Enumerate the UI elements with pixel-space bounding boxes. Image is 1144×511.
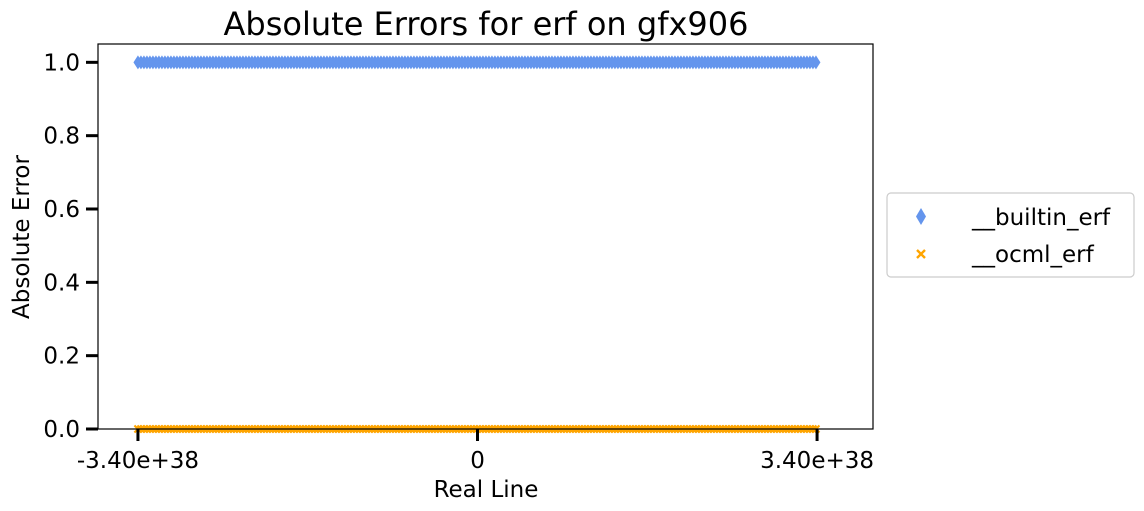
y-axis-label: Absolute Error bbox=[9, 155, 35, 319]
legend-marker-ocml-erf bbox=[916, 249, 926, 259]
y-tick-label: 1.0 bbox=[43, 50, 80, 76]
x-tick-label: -3.40e+38 bbox=[77, 448, 199, 474]
legend-entry-builtin-erf: __builtin_erf bbox=[916, 205, 1111, 231]
series-layer bbox=[133, 55, 821, 434]
data-point bbox=[811, 55, 821, 70]
plot-area-frame bbox=[97, 43, 874, 430]
x-tick-label: 3.40e+38 bbox=[760, 448, 874, 474]
y-tick-label: 0.4 bbox=[43, 270, 80, 296]
x-axis-label: Real Line bbox=[434, 477, 539, 503]
y-tick-label: 0.0 bbox=[43, 417, 80, 443]
legend-label-builtin-erf: __builtin_erf bbox=[971, 205, 1111, 231]
y-tick-label: 0.8 bbox=[43, 124, 80, 150]
y-tick-label: 0.2 bbox=[43, 344, 80, 370]
legend: __builtin_erf __ocml_erf bbox=[886, 192, 1135, 278]
legend-label-ocml-erf: __ocml_erf bbox=[971, 242, 1095, 268]
y-tick-label: 0.6 bbox=[43, 197, 80, 223]
legend-frame bbox=[886, 192, 1135, 278]
legend-marker-builtin-erf bbox=[916, 208, 926, 225]
x-tick-label: 0 bbox=[470, 448, 485, 474]
series-0 bbox=[133, 55, 821, 70]
legend-entry-ocml-erf: __ocml_erf bbox=[916, 242, 1095, 268]
chart-title: Absolute Errors for erf on gfx906 bbox=[224, 5, 749, 43]
ticks-layer: 0.0 0.2 0.4 0.6 0.8 1.0 -3.40e+38 0 3.40e+38 bbox=[43, 50, 874, 474]
